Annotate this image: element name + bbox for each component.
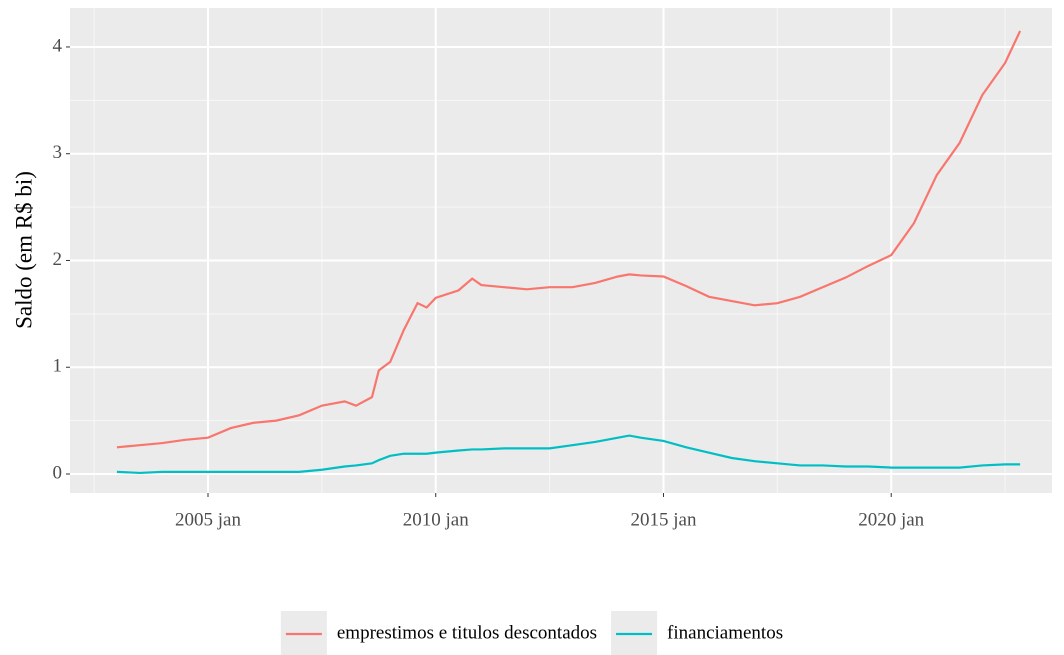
y-tick-label: 2 — [53, 249, 63, 270]
y-tick-label: 0 — [53, 462, 63, 483]
y-axis-title: Saldo (em R$ bi) — [11, 171, 36, 329]
y-tick-label: 3 — [53, 142, 63, 163]
y-tick-label: 4 — [53, 35, 63, 56]
y-tick-label: 1 — [53, 356, 63, 377]
x-tick-label: 2005 jan — [175, 509, 241, 530]
panel — [70, 8, 1052, 493]
legend-text: emprestimos e titulos descontados — [337, 622, 597, 643]
x-tick-label: 2010 jan — [403, 509, 469, 530]
line — [116, 30, 1022, 449]
legend-text: financiamentos — [667, 622, 783, 643]
x-tick-label: 2015 jan — [630, 509, 696, 530]
x-tick-label: 2020 jan — [858, 509, 924, 530]
line — [116, 434, 1021, 475]
